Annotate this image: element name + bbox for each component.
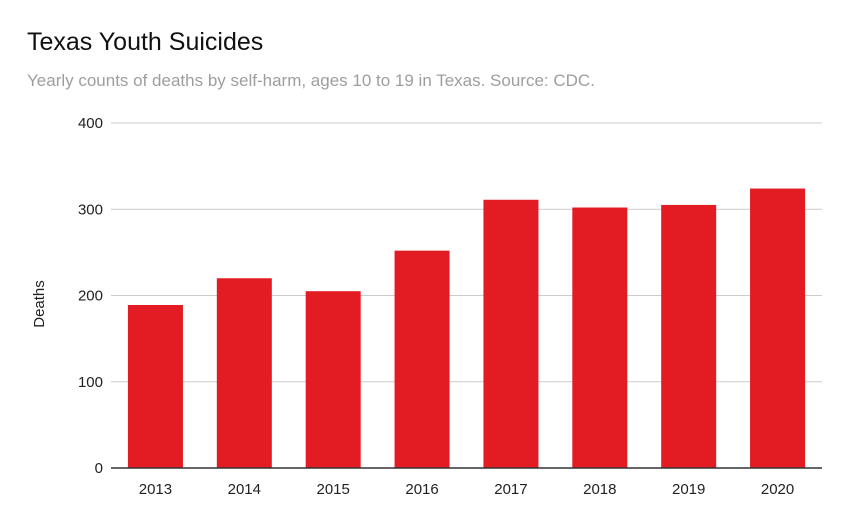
chart-subtitle: Yearly counts of deaths by self-harm, ag… (27, 71, 595, 90)
x-tick-label: 2014 (228, 481, 261, 498)
x-tick-label: 2019 (672, 481, 705, 498)
y-tick-label: 300 (78, 201, 103, 218)
x-tick-label: 2018 (583, 481, 616, 498)
x-tick-label: 2013 (139, 481, 172, 498)
bar-2019 (661, 204, 717, 468)
y-tick-label: 200 (78, 288, 103, 305)
x-tick-label: 2016 (405, 481, 438, 498)
y-axis-label: Deaths (31, 280, 48, 328)
x-tick-label: 2017 (494, 481, 527, 498)
y-tick-label: 400 (78, 115, 103, 132)
y-tick-label: 100 (78, 374, 103, 391)
bar-2013 (127, 304, 183, 468)
y-axis-ticks: 0 100 200 300 400 (78, 115, 103, 477)
bar-2016 (394, 250, 450, 468)
bar-2017 (483, 199, 539, 468)
y-tick-label: 0 (95, 460, 103, 477)
bar-2018 (572, 207, 628, 468)
x-tick-label: 2020 (761, 481, 794, 498)
x-axis-ticks: 2013 2014 2015 2016 2017 2018 2019 2020 (139, 481, 795, 498)
bars (127, 188, 806, 469)
bar-2020 (750, 188, 806, 469)
chart-title: Texas Youth Suicides (27, 28, 264, 56)
bar-2015 (305, 291, 361, 468)
bar-2014 (216, 278, 272, 468)
x-tick-label: 2015 (317, 481, 350, 498)
